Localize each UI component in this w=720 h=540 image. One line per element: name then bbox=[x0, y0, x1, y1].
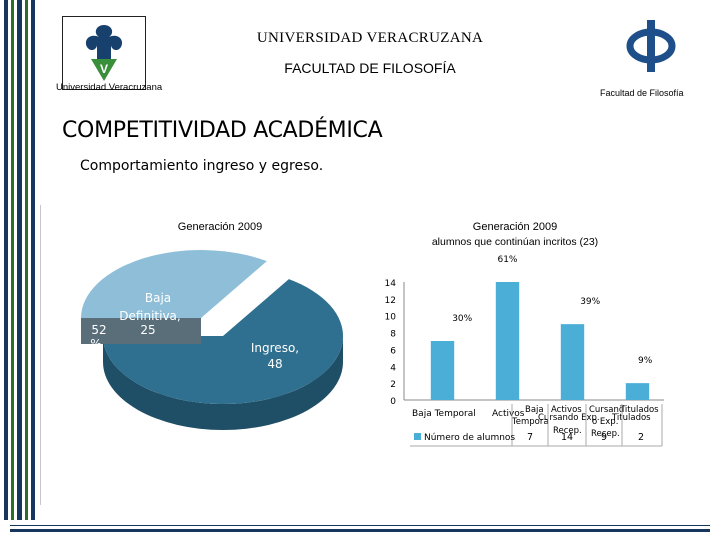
table-header: Cursando Exp. bbox=[538, 413, 600, 423]
table-header: Baja bbox=[525, 405, 544, 415]
phi-icon bbox=[626, 20, 676, 72]
category-label: Baja Temporal bbox=[412, 409, 476, 419]
pie-label-ingreso-value: 48 bbox=[267, 357, 282, 371]
bottom-rule bbox=[10, 529, 710, 532]
uv-logo-icon: V bbox=[85, 25, 123, 81]
table-value: 2 bbox=[638, 432, 644, 443]
category-label: Cursand bbox=[589, 405, 624, 415]
legend-swatch bbox=[414, 433, 421, 440]
slide-subtitle: Comportamiento ingreso y egreso. bbox=[80, 158, 324, 174]
pie-slice-baja-side bbox=[81, 318, 201, 344]
category-label: o Exp. bbox=[592, 417, 618, 427]
bar-percent-label: 61% bbox=[497, 255, 517, 265]
left-frame-stripes bbox=[0, 0, 52, 540]
bar-0 bbox=[430, 341, 455, 400]
pie-slice-ingreso bbox=[103, 279, 343, 405]
faculty-name: FACULTAD DE FILOSOFÍA bbox=[284, 60, 456, 76]
y-tick-label: 6 bbox=[390, 346, 396, 356]
university-name: UNIVERSIDAD VERACRUZANA bbox=[256, 30, 484, 46]
ff-caption: Facultad de Filosofía bbox=[600, 88, 684, 98]
bar-percent-label: 30% bbox=[452, 314, 472, 324]
pie-label-baja-percent-sign: % bbox=[90, 337, 101, 351]
pie-label-ingreso-name: Ingreso, bbox=[251, 341, 299, 355]
uv-logo: V bbox=[62, 16, 146, 90]
y-tick-label: 14 bbox=[385, 279, 397, 289]
table-header: Recep. bbox=[553, 426, 582, 436]
y-tick-label: 0 bbox=[390, 397, 396, 407]
category-label: Recep. bbox=[591, 429, 620, 439]
divider bbox=[40, 205, 41, 505]
uv-caption: Universidad Veracruzana bbox=[56, 82, 163, 93]
pie-label-baja-name: Baja bbox=[145, 291, 171, 305]
bar-percent-label: 39% bbox=[580, 297, 600, 307]
y-tick-label: 12 bbox=[385, 296, 396, 306]
category-label: Activos bbox=[492, 409, 525, 419]
pie-label-baja-percent: 52 bbox=[91, 323, 106, 337]
table-header: Titulados bbox=[619, 405, 659, 415]
pie-chart-title: Generación 2009 bbox=[177, 221, 263, 233]
bar-chart-title: Generación 2009 bbox=[472, 221, 558, 233]
pie-label-baja-name2: Definitiva, bbox=[119, 309, 180, 323]
slide-title: COMPETITIVIDAD ACADÉMICA bbox=[62, 118, 383, 143]
y-tick-label: 10 bbox=[385, 313, 397, 323]
bottom-rule-thin bbox=[10, 525, 710, 526]
pie-slice-ingreso-side bbox=[103, 336, 343, 430]
svg-text:V: V bbox=[100, 62, 108, 76]
table-header: Tempora bbox=[511, 417, 549, 427]
y-tick-label: 8 bbox=[390, 330, 396, 340]
bar-3 bbox=[625, 383, 650, 400]
bar-chart-subtitle: alumnos que continúan incritos (23) bbox=[431, 236, 599, 248]
category-label: Titulados bbox=[611, 413, 651, 423]
table-header: Activos bbox=[551, 405, 582, 415]
bar-percent-label: 9% bbox=[638, 356, 653, 366]
legend-label: Número de alumnos bbox=[424, 433, 515, 443]
table-value: 9 bbox=[601, 432, 607, 443]
bar-1 bbox=[495, 282, 520, 400]
y-tick-label: 4 bbox=[390, 363, 396, 373]
table-value: 14 bbox=[561, 432, 573, 443]
ff-logo bbox=[622, 16, 680, 74]
pie-slice-baja bbox=[80, 249, 267, 318]
y-tick-label: 2 bbox=[390, 380, 396, 390]
pie-label-baja-value: 25 bbox=[140, 323, 155, 337]
table-value: 7 bbox=[527, 432, 533, 443]
bar-2 bbox=[560, 324, 585, 400]
